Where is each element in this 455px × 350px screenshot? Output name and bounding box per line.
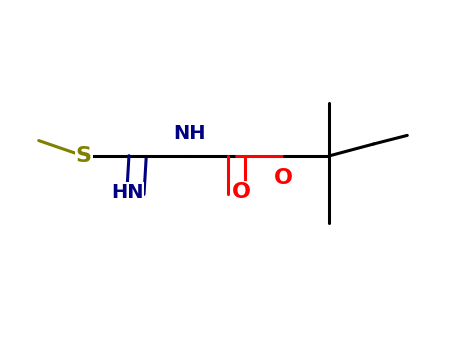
- Text: NH: NH: [173, 124, 206, 143]
- Text: O: O: [274, 168, 293, 188]
- Text: S: S: [76, 146, 91, 166]
- Text: O: O: [232, 182, 251, 202]
- Text: HN: HN: [111, 183, 143, 202]
